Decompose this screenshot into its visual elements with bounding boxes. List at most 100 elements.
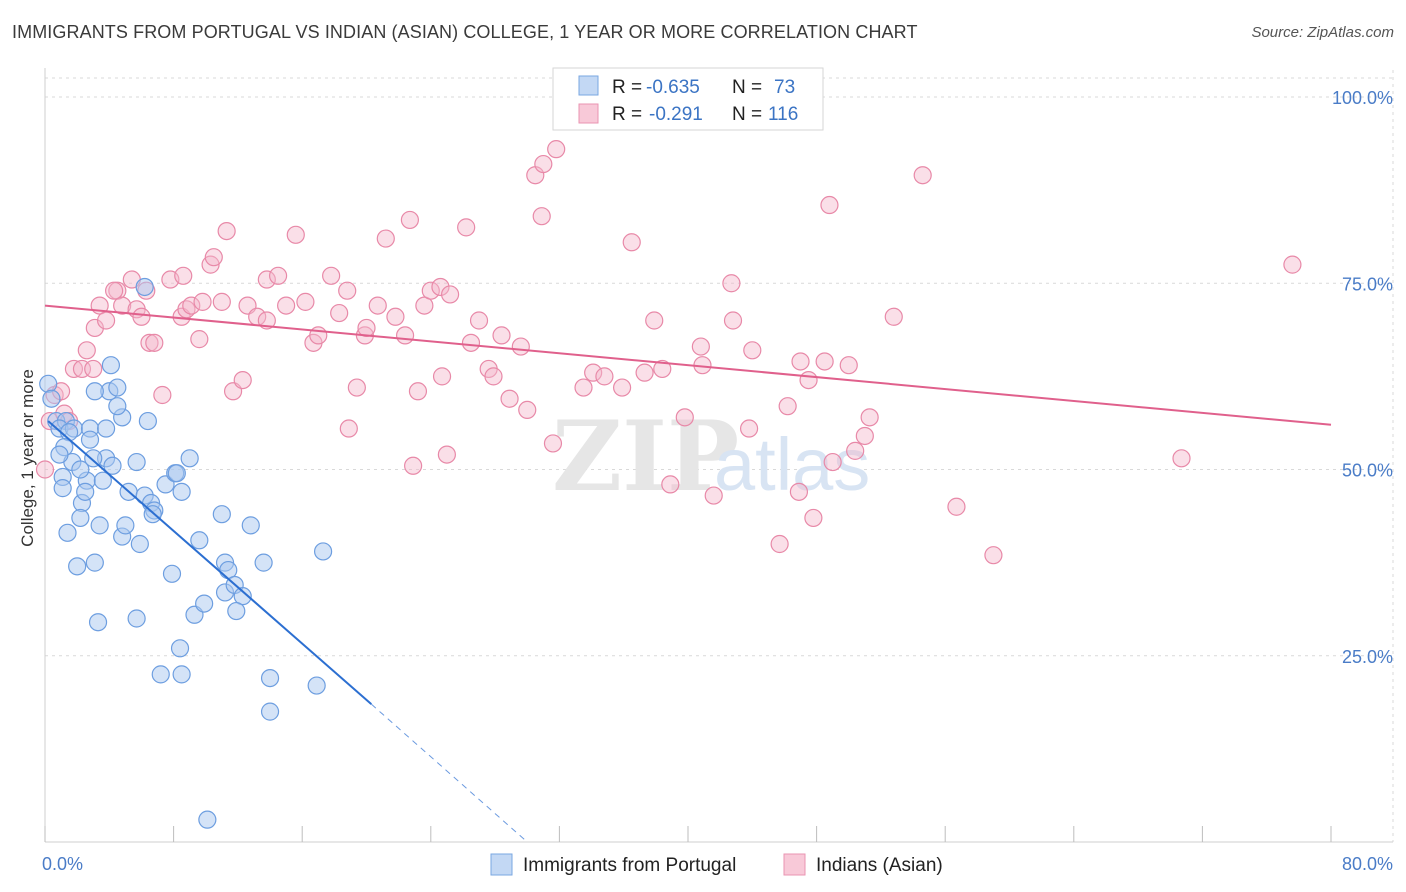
legend-swatch-indians — [578, 103, 599, 124]
watermark-zip: ZIP — [552, 400, 739, 513]
point-portugal-46 — [212, 505, 231, 524]
point-indians-75 — [645, 311, 664, 330]
legend-r-value-1: -0.635 — [646, 77, 700, 98]
legend-n-value-1: 73 — [774, 77, 795, 98]
point-indians-98 — [860, 408, 879, 427]
point-indians-12 — [96, 311, 116, 330]
bottom-legend-portugal: Immigrants from Portugal — [523, 855, 736, 876]
point-indians-67 — [532, 207, 551, 226]
point-indians-89 — [791, 352, 810, 371]
trendline-indians — [44, 304, 1332, 426]
point-indians-88 — [789, 482, 809, 501]
point-indians-36 — [277, 296, 296, 315]
point-indians-66 — [547, 140, 566, 159]
y-tick-label-100: 100.0% — [1332, 88, 1393, 108]
point-portugal-53 — [313, 542, 333, 561]
point-indians-84 — [739, 419, 759, 438]
watermark-atlas: atlas — [714, 423, 870, 506]
point-portugal-68 — [71, 460, 90, 479]
point-portugal-14 — [71, 508, 90, 528]
point-indians-59 — [484, 367, 503, 386]
legend-n-value-2: 116 — [768, 104, 798, 125]
point-portugal-20 — [88, 613, 108, 632]
point-portugal-19 — [116, 516, 135, 535]
point-indians-0 — [35, 460, 55, 479]
point-indians-83 — [723, 311, 743, 330]
legend-r-label-1: R = — [612, 77, 642, 98]
point-portugal-55 — [195, 594, 214, 613]
bottom-swatch-portugal — [490, 853, 513, 876]
indians-asian-points — [35, 140, 1302, 565]
legend-n-label-2: N = — [732, 104, 762, 125]
point-indians-104 — [1283, 255, 1302, 274]
point-portugal-60 — [151, 665, 170, 684]
point-indians-51 — [408, 382, 428, 401]
point-portugal-51 — [190, 531, 209, 550]
source-label: Source: ZipAtlas.com — [1251, 24, 1394, 41]
point-indians-72 — [612, 378, 632, 397]
point-indians-47 — [376, 229, 395, 248]
point-indians-54 — [431, 277, 450, 297]
point-portugal-62 — [170, 639, 190, 658]
legend-r-value-2: -0.291 — [649, 104, 703, 125]
point-indians-74 — [635, 363, 654, 382]
point-portugal-63 — [260, 668, 280, 688]
series-legend: Immigrants from Portugal Indians (Asian) — [490, 853, 943, 876]
point-indians-100 — [913, 166, 932, 185]
y-tick-label-25: 25.0% — [1342, 647, 1393, 667]
point-indians-79 — [691, 337, 710, 356]
point-indians-71 — [595, 367, 614, 386]
point-indians-65 — [534, 154, 553, 174]
point-indians-110 — [404, 456, 423, 475]
point-portugal-47 — [241, 516, 260, 535]
point-indians-60 — [492, 326, 511, 345]
point-indians-43 — [338, 281, 357, 300]
point-indians-61 — [500, 389, 519, 408]
point-indians-111 — [437, 445, 456, 464]
point-portugal-45 — [167, 464, 186, 483]
point-indians-77 — [661, 475, 680, 494]
point-indians-48 — [386, 307, 405, 326]
point-indians-27 — [204, 248, 223, 267]
point-indians-38 — [296, 292, 315, 311]
point-indians-101 — [947, 497, 966, 516]
point-portugal-64 — [307, 676, 326, 695]
y-axis-title: College, 1 year or more — [18, 369, 37, 547]
point-indians-109 — [357, 318, 376, 338]
point-portugal-61 — [172, 665, 191, 684]
bottom-legend-indians: Indians (Asian) — [816, 855, 943, 876]
point-portugal-71 — [76, 482, 95, 501]
trendline-portugal-extension — [370, 703, 528, 843]
point-indians-68 — [543, 434, 563, 453]
axes — [44, 68, 1393, 843]
point-indians-99 — [884, 307, 903, 326]
point-portugal-18 — [85, 553, 104, 572]
legend-r-label-2: R = — [612, 104, 642, 125]
point-indians-34 — [257, 270, 276, 289]
point-portugal-28 — [108, 378, 127, 397]
point-portugal-1 — [42, 389, 61, 408]
point-indians-49 — [395, 326, 415, 345]
legend-n-label-1: N = — [732, 77, 762, 98]
point-portugal-59 — [227, 601, 246, 621]
point-indians-85 — [743, 341, 762, 360]
point-portugal-17 — [68, 557, 87, 576]
point-indians-91 — [804, 508, 823, 528]
point-portugal-33 — [84, 449, 103, 468]
point-portugal-0 — [39, 374, 58, 393]
point-indians-113 — [132, 307, 151, 326]
point-portugal-22 — [138, 411, 157, 431]
point-indians-62 — [511, 337, 530, 356]
point-portugal-35 — [80, 430, 100, 449]
point-indians-103 — [1172, 449, 1191, 468]
point-indians-29 — [217, 222, 236, 241]
point-indians-19 — [145, 333, 164, 352]
point-indians-37 — [286, 225, 305, 244]
point-indians-94 — [823, 452, 842, 472]
point-portugal-31 — [103, 456, 122, 475]
chart-title: IMMIGRANTS FROM PORTUGAL VS INDIAN (ASIA… — [12, 22, 918, 42]
point-portugal-50 — [162, 564, 182, 583]
point-indians-90 — [799, 371, 818, 390]
watermark: ZIP atlas — [552, 400, 870, 513]
